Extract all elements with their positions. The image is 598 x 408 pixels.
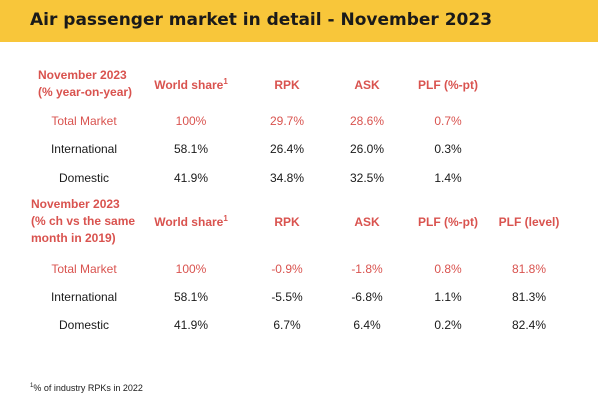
table2-header-rpk: RPK [274,215,300,229]
table1-header-rpk: RPK [274,78,300,92]
row-name: Domestic [58,318,109,332]
cell-ask: 32.5% [349,171,385,185]
title-banner: Air passenger market in detail - Novembe… [0,0,598,42]
cell-world-share: 58.1% [173,290,209,304]
cell-plf-level: 81.3% [511,290,547,304]
row-name: International [50,290,118,304]
cell-rpk: 34.8% [269,171,305,185]
table1-period-label-line2: (% year-on-year) [38,85,133,99]
cell-world-share: 100% [175,114,207,128]
cell-rpk: -5.5% [271,290,303,304]
cell-ask: -1.8% [351,262,383,276]
cell-ask: 28.6% [349,114,385,128]
table2-header-world-share: World share1 [154,214,228,230]
table1-header-world-share: World share1 [154,77,228,93]
table1-period-label-line1: November 2023 [38,68,127,82]
cell-plf: 1.4% [434,171,462,185]
cell-plf: 0.8% [434,262,462,276]
cell-rpk: 6.7% [273,318,301,332]
cell-plf-level: 82.4% [511,318,547,332]
row-name: International [50,142,118,156]
table2-period-label-line2: (% ch vs the same [31,214,136,228]
table1-header-plf: PLF (%-pt) [418,78,478,92]
cell-plf: 0.3% [434,142,462,156]
cell-rpk: -0.9% [271,262,303,276]
table1-period-label: November 2023 (% year-on-year) [38,67,132,101]
cell-rpk: 29.7% [269,114,305,128]
row-name: Total Market [51,114,117,128]
cell-world-share: 41.9% [173,318,209,332]
cell-world-share: 58.1% [173,142,209,156]
cell-plf: 0.7% [434,114,462,128]
table2-header-ask: ASK [354,215,380,229]
cell-ask: 6.4% [353,318,381,332]
table2-header-plf: PLF (%-pt) [418,215,478,229]
cell-world-share: 41.9% [173,171,209,185]
footnote: 1% of industry RPKs in 2022 [30,383,143,393]
page-title: Air passenger market in detail - Novembe… [30,10,493,30]
cell-world-share: 100% [175,262,207,276]
table2-period-label: November 2023 (% ch vs the same month in… [31,196,135,247]
row-name: Total Market [51,262,117,276]
table2-period-label-line1: November 2023 [31,197,120,211]
table1-header-ask: ASK [354,78,380,92]
cell-ask: -6.8% [351,290,383,304]
cell-plf-level: 81.8% [511,262,547,276]
table2-header-plf-level: PLF (level) [498,215,560,229]
cell-plf: 0.2% [434,318,462,332]
row-name: Domestic [58,171,109,185]
table2-period-label-line3: month in 2019) [31,231,116,245]
cell-ask: 26.0% [349,142,385,156]
cell-rpk: 26.4% [269,142,305,156]
cell-plf: 1.1% [434,290,462,304]
